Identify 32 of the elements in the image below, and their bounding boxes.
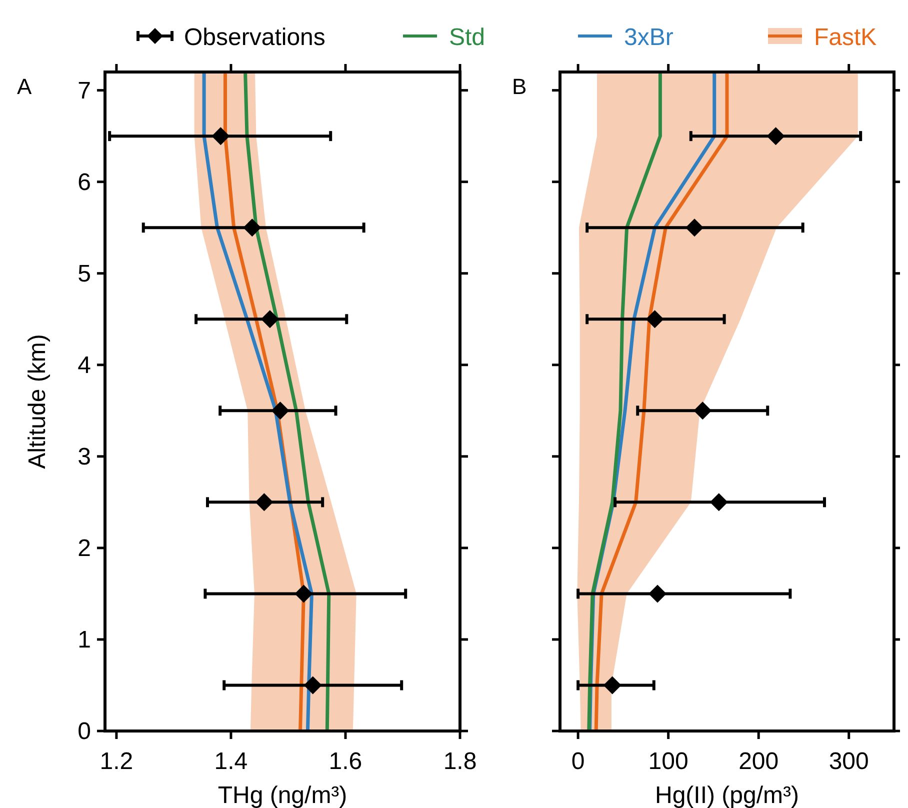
legend-label: Std [449,24,486,51]
point [603,676,622,694]
point [648,584,666,603]
point [646,310,664,328]
x-tick-label: 1.2 [100,748,134,775]
legend-label: Observations [184,24,326,51]
point [710,493,728,512]
y-tick-label: 0 [78,718,91,745]
legend-label: 3xBr [624,24,674,51]
x-tick-label: 200 [738,748,779,775]
y-tick-label: 5 [78,260,91,288]
point [766,127,785,146]
text: A [17,74,32,99]
point [694,402,712,420]
x-axis-title: THg (ng/m³) [218,782,348,808]
x-tick-label: 300 [828,748,869,775]
x-tick-label: 100 [648,748,688,775]
x-tick-label: 1.4 [214,748,248,775]
y-axis-title: Altitude (km) [24,334,51,469]
x-axis-title: Hg(II) (pg/m³) [655,782,799,808]
x-tick-label: 1.8 [443,748,477,775]
text: B [512,74,527,99]
point [686,218,704,237]
x-tick-label: 0 [571,748,585,775]
y-tick-label: 2 [78,534,91,562]
y-tick-label: 6 [78,168,91,196]
y-tick-label: 1 [78,626,91,654]
legend-label: FastK [814,24,877,51]
y-tick-label: 3 [78,443,91,470]
y-tick-label: 7 [78,77,91,104]
y-tick-label: 4 [78,352,91,379]
x-tick-label: 1.6 [328,748,362,775]
